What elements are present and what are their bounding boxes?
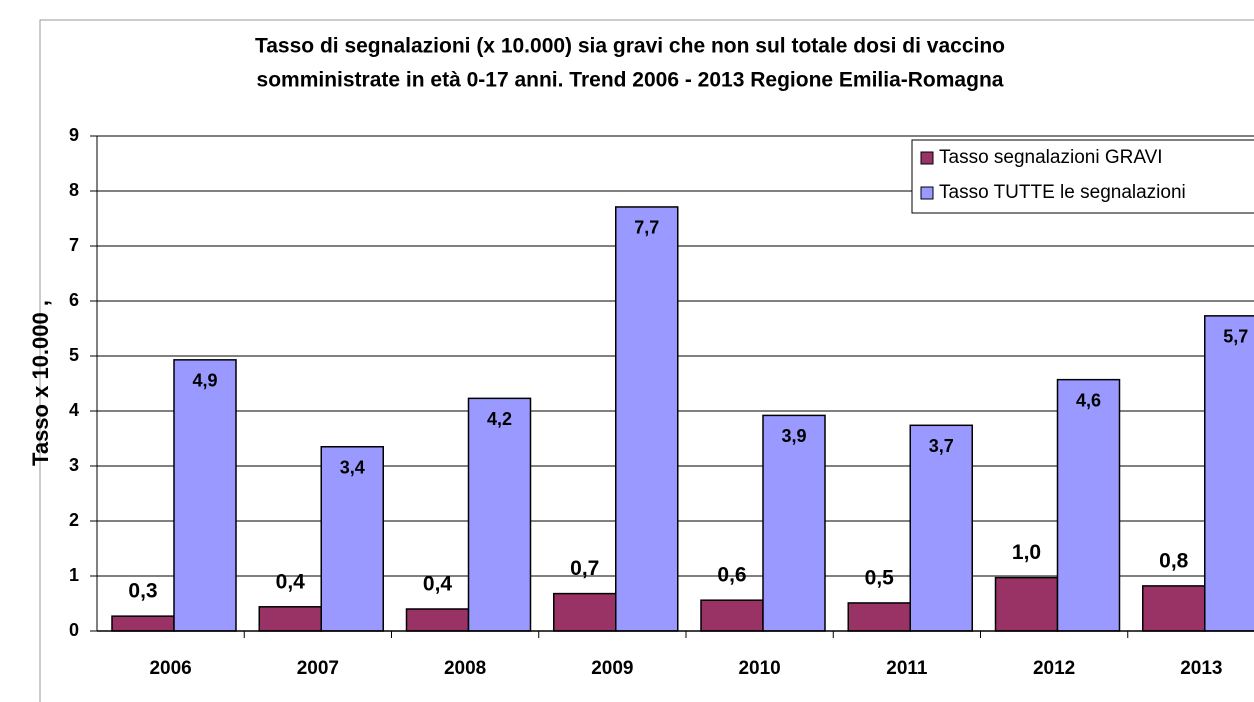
y-tick-label: 8 [69, 180, 79, 200]
value-label: 3,9 [781, 426, 806, 446]
y-tick-label: 1 [69, 565, 79, 585]
bar [111, 615, 175, 632]
bar [615, 206, 679, 632]
value-label: 0,3 [128, 580, 157, 603]
y-tick-label: 2 [69, 510, 79, 530]
value-label: 1,0 [1012, 541, 1041, 564]
value-label: 0,7 [570, 557, 599, 580]
legend-box [911, 139, 1254, 214]
y-tick-label: 9 [69, 125, 79, 145]
value-label: 3,7 [929, 436, 954, 456]
y-tick-label: 0 [69, 620, 79, 640]
chart-title: Tasso di segnalazioni (x 10.000) sia gra… [255, 35, 1005, 58]
value-label: 4,6 [1076, 390, 1101, 410]
legend-label: Tasso segnalazioni GRAVI [939, 147, 1163, 168]
y-axis-label: Tasso x 10.000 , [28, 300, 53, 466]
bar [1204, 315, 1254, 632]
bar [762, 414, 826, 632]
bar [1142, 585, 1206, 632]
bar [700, 599, 764, 632]
value-label: 0,5 [865, 566, 895, 589]
y-tick-label: 7 [69, 235, 79, 255]
value-label: 3,4 [340, 458, 365, 478]
value-label: 0,6 [717, 564, 746, 587]
bar [467, 397, 532, 632]
value-label: 5,7 [1223, 327, 1248, 347]
x-tick-label: 2011 [886, 658, 928, 679]
y-tick-label: 3 [69, 455, 79, 475]
bar [405, 608, 470, 632]
value-label: 4,2 [487, 409, 512, 429]
x-tick-label: 2008 [444, 658, 486, 679]
bar [994, 576, 1059, 632]
legend-swatch [920, 151, 934, 165]
legend-label: Tasso TUTTE le segnalazioni [939, 182, 1186, 203]
bar [258, 606, 322, 632]
y-tick-label: 6 [69, 290, 79, 310]
bar [847, 602, 911, 632]
y-tick-label: 4 [69, 400, 79, 420]
legend-swatch [920, 186, 934, 200]
x-tick-label: 2006 [149, 658, 191, 679]
chart-title: somministrate in età 0-17 anni. Trend 20… [257, 69, 1004, 92]
value-label: 7,7 [634, 218, 659, 238]
bar [173, 359, 237, 632]
chart-frame [39, 19, 1254, 702]
value-label: 0,4 [276, 570, 306, 593]
bar [1056, 378, 1121, 632]
x-tick-label: 2007 [297, 658, 339, 679]
y-tick-label: 5 [69, 345, 79, 365]
value-label: 0,4 [423, 573, 453, 596]
x-tick-label: 2009 [591, 658, 633, 679]
value-label: 4,9 [192, 371, 217, 391]
bar [553, 592, 617, 632]
x-tick-label: 2010 [738, 658, 780, 679]
x-tick-label: 2012 [1033, 658, 1075, 679]
x-tick-label: 2013 [1180, 658, 1222, 679]
bar [909, 424, 973, 632]
bar [320, 446, 384, 632]
value-label: 0,8 [1159, 549, 1189, 572]
